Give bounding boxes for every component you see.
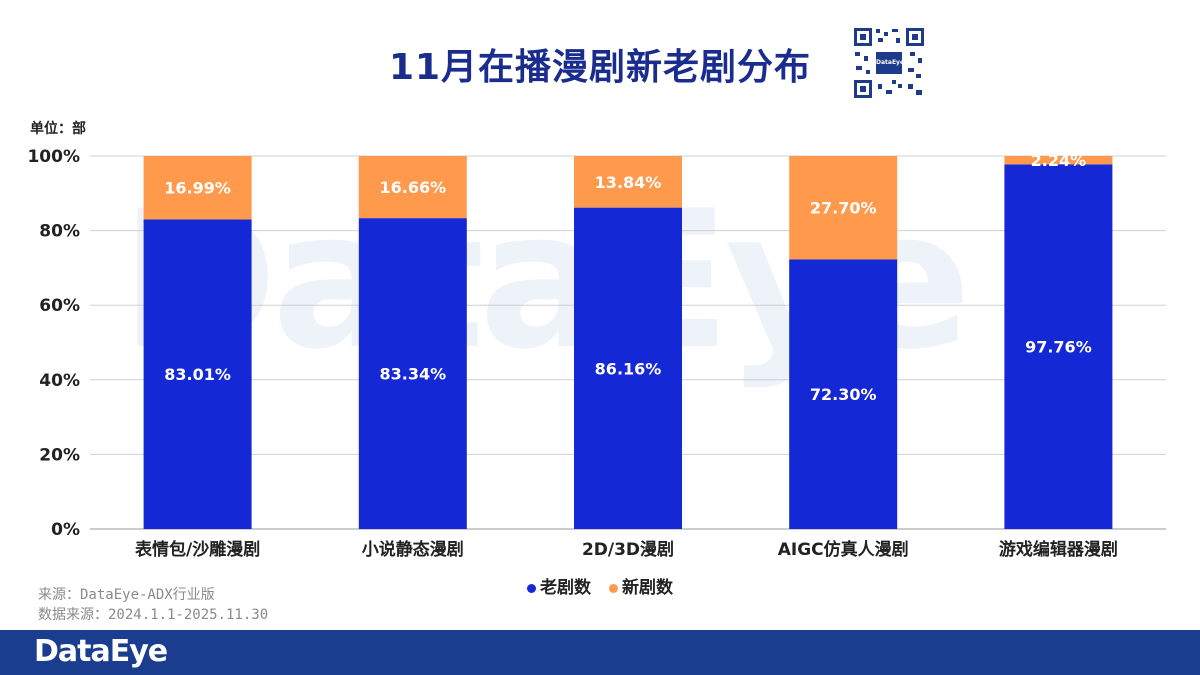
legend-label-old: 老剧数: [540, 578, 592, 598]
x-category-label: 小说静态漫剧: [362, 539, 464, 560]
y-tick-label: 80%: [39, 222, 80, 242]
bar-new: [789, 156, 898, 260]
bar-new: [143, 156, 252, 220]
data-label-old: 86.16%: [595, 359, 662, 378]
data-label-new: 27.70%: [810, 199, 877, 218]
qr-code-icon: [852, 26, 926, 100]
stacked-bar-chart: 0% 20% 40% 60% 80% 100% 83.01% 16.99% 表情包/沙雕漫剧 83…: [27, 147, 1166, 560]
bar-new: [358, 156, 467, 219]
footer-logo: DataEye: [34, 634, 168, 669]
bar-old: [143, 219, 252, 530]
footer-bar: DataEye: [0, 630, 1200, 675]
data-label-new: 16.99%: [164, 179, 231, 198]
legend: 老剧数 新剧数: [0, 573, 1200, 598]
legend-dot-new: [608, 583, 618, 593]
bar-old: [1004, 164, 1113, 529]
data-label-new: 16.66%: [379, 178, 446, 197]
qr-code: DataEye: [852, 26, 926, 100]
y-tick-label: 60%: [39, 296, 80, 316]
y-tick-label: 0%: [51, 520, 80, 540]
legend-item-old: 老剧数: [527, 573, 591, 598]
legend-label-new: 新剧数: [621, 578, 673, 598]
bar-new: [1004, 156, 1113, 165]
qr-logo: DataEye: [876, 52, 904, 74]
unit-label: 单位：部: [30, 121, 86, 137]
y-tick-label: 40%: [39, 371, 80, 391]
y-tick-label: 100%: [27, 147, 80, 167]
x-category-label: 表情包/沙雕漫剧: [135, 539, 260, 560]
legend-item-new: 新剧数: [608, 573, 673, 598]
x-category-label: 2D/3D漫剧: [582, 539, 674, 560]
y-tick-label: 20%: [39, 445, 80, 465]
data-label-new: 13.84%: [595, 173, 662, 192]
data-label-new: 2.24%: [1031, 151, 1087, 170]
page-title: 11月在播漫剧新老剧分布: [388, 47, 812, 88]
legend-dot-old: [527, 583, 537, 593]
data-range-line: 数据来源：2024.1.1-2025.11.30: [38, 607, 269, 623]
x-category-label: 游戏编辑器漫剧: [999, 539, 1118, 560]
bar-new: [574, 156, 682, 208]
bar-old: [574, 207, 682, 529]
data-label-old: 97.76%: [1025, 338, 1092, 357]
source-note: 来源：DataEye-ADX行业版 数据来源：2024.1.1-2025.11.…: [38, 585, 268, 625]
data-label-old: 83.01%: [164, 365, 231, 384]
bar-old: [789, 259, 898, 529]
data-label-old: 83.34%: [379, 365, 446, 384]
x-category-label: AIGC仿真人漫剧: [778, 539, 909, 560]
data-label-old: 72.30%: [810, 385, 877, 404]
bar-old: [358, 218, 467, 530]
source-line: 来源：DataEye-ADX行业版: [38, 587, 215, 603]
